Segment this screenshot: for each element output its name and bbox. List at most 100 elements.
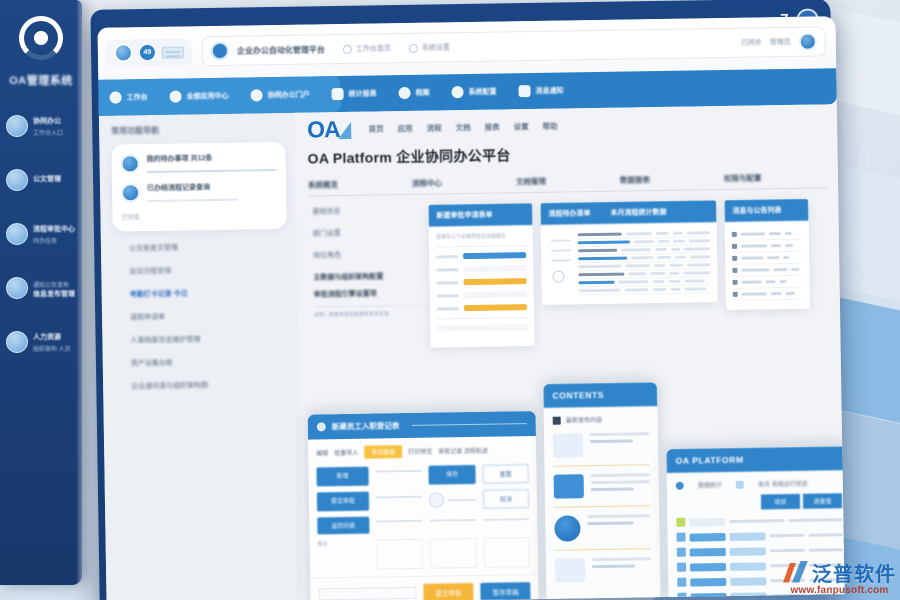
grid-header-cell: 进度值 [802, 493, 843, 509]
toolbar-tab-1[interactable]: 系统设置 [408, 42, 450, 53]
contents-item[interactable] [553, 432, 650, 467]
dialog-tool[interactable]: 批量导入 [334, 450, 359, 458]
tab-0[interactable]: 系统概览 [307, 180, 339, 190]
dialog-avatar-cell [429, 490, 476, 510]
nav-item-2[interactable]: 协同办公门户 [239, 88, 320, 102]
dialog-tool[interactable]: 打印预览 [408, 449, 433, 457]
blue-thumb-icon [553, 474, 585, 499]
nav-item-6[interactable]: 消息通知 [507, 84, 574, 98]
notification-icon[interactable]: 49 [139, 44, 156, 61]
dialog-secondary-button[interactable]: 暂存草稿 [480, 582, 531, 600]
sidebar-item-0[interactable]: 协同办公 工作台入口 [0, 106, 82, 146]
left-panel-link[interactable]: 资产设备台账 [130, 359, 173, 368]
watermark-url: www.fanpusoft.com [790, 585, 889, 596]
toolbar-tab-0[interactable]: 工作台首页 [342, 43, 391, 54]
dialog-textarea[interactable] [376, 538, 424, 570]
list-item[interactable] [731, 239, 803, 253]
form-row[interactable] [437, 324, 528, 332]
watermark-brand: 泛普软件 [812, 564, 896, 586]
sidebar-item-3[interactable]: 通知公告发布 信息发布管理 [0, 268, 82, 308]
left-panel-link[interactable]: 公文收发文管理 [128, 244, 179, 253]
brand-nav-item[interactable]: 帮助 [542, 121, 558, 131]
quick-access-sub: 已完成 [121, 215, 140, 222]
tab-2[interactable]: 文档管理 [515, 176, 547, 187]
nav-item-5[interactable]: 系统配置 [440, 85, 507, 99]
dialog-textarea[interactable] [483, 537, 531, 568]
left-panel-link[interactable]: 请假申请单 [130, 313, 166, 322]
contents-card-tag: 最新发布内容 [552, 414, 649, 425]
dialog-field[interactable] [376, 516, 423, 534]
form-row[interactable] [436, 265, 527, 273]
form-row[interactable] [436, 304, 527, 312]
sidebar-item-4[interactable]: 人力资源 组织架构 人员 [0, 322, 82, 362]
nav-item-3[interactable]: 统计报表 [320, 87, 387, 101]
dialog-button-reset[interactable]: 重置 [482, 464, 529, 484]
form-row[interactable] [436, 291, 527, 299]
form-row[interactable] [436, 252, 527, 260]
dialog-field[interactable] [375, 491, 423, 511]
list-item[interactable] [732, 251, 803, 265]
dialog-tool[interactable]: 审批记录 流程轨迹 [438, 448, 488, 456]
brand-nav-item[interactable]: 报表 [484, 122, 500, 132]
contents-item[interactable] [553, 473, 651, 508]
dialog-icon [316, 422, 326, 432]
user-avatar-icon[interactable] [798, 32, 817, 51]
user-icon [6, 331, 28, 353]
app-icon[interactable] [113, 43, 134, 63]
brand-nav-item[interactable]: 设置 [513, 122, 529, 132]
radio-icon [342, 44, 352, 54]
list-item[interactable] [731, 227, 802, 241]
left-panel-link[interactable]: 会议日程安排 [129, 267, 172, 276]
nav-item-4[interactable]: 档案 [387, 86, 440, 100]
dialog-button-submit[interactable]: 提交审批 [316, 491, 370, 512]
dialog-field[interactable] [429, 515, 477, 533]
quick-access-row[interactable]: 我的待办事项 共12条 [120, 152, 277, 174]
dialog-field[interactable] [375, 466, 422, 486]
dialog-comment-input[interactable] [318, 586, 417, 600]
left-panel-link[interactable]: 企业通讯录与组织架构图 [131, 382, 209, 391]
list-item[interactable] [732, 263, 803, 277]
contents-item[interactable] [555, 557, 652, 591]
form-row[interactable] [436, 278, 527, 286]
left-panel-link-active[interactable]: 考勤打卡记录 今日 [129, 290, 188, 299]
status-circle-icon [552, 270, 565, 283]
sidebar-item-1[interactable]: 公文管理 [0, 160, 82, 200]
table-card-header-left: 流程待办清单 [548, 210, 591, 218]
nav-item-label: 档案 [415, 89, 430, 97]
dialog-button-save[interactable]: 保存 [428, 464, 476, 485]
nav-item-1[interactable]: 全部应用中心 [159, 90, 240, 103]
sidebar-item-2[interactable]: 流程审批中心 待办任务 [0, 214, 82, 254]
dialog-textarea[interactable] [429, 537, 477, 569]
table-card: 流程待办清单 本月流程统计数据 [540, 200, 718, 305]
dialog-title: 新建员工入职登记表 [331, 421, 400, 432]
dialog-tool-highlight[interactable]: 导出数据 [364, 445, 403, 459]
contents-item[interactable] [554, 514, 652, 551]
text-line: 基础信息 [312, 208, 341, 216]
tab-4[interactable]: 权限与配置 [723, 173, 762, 184]
card-icon[interactable] [161, 45, 184, 59]
list-item[interactable] [732, 275, 803, 289]
circle-thumb-icon [554, 515, 581, 542]
table-sidebar [548, 231, 575, 291]
dialog-tool[interactable]: 编辑 [316, 451, 329, 458]
dialog-button-return[interactable]: 返回列表 [317, 516, 370, 535]
tab-3[interactable]: 数据报表 [619, 175, 651, 185]
text-bold-line: 主数据与组织架构配置 [313, 273, 384, 282]
nav-item-0[interactable]: 工作台 [99, 91, 159, 104]
table-row[interactable] [578, 285, 711, 296]
quick-access-row[interactable]: 已办结流程记录查询 [120, 181, 277, 203]
dialog-primary-button[interactable]: 提交审批 [423, 582, 474, 600]
address-bar[interactable]: 企业办公自动化管理平台 工作台首页 系统设置 已同步 管理员 [201, 26, 827, 67]
dialog-button-cancel[interactable]: 取消 [482, 489, 530, 509]
dialog-field[interactable] [483, 514, 530, 532]
brand-nav-item[interactable]: 文档 [455, 122, 471, 133]
brand-nav-item[interactable]: 应用 [397, 123, 413, 134]
left-panel-link[interactable]: 人事档案信息维护管理 [130, 336, 201, 345]
dialog-footer: 提交审批 暂存草稿 [310, 573, 539, 600]
dialog-button-add[interactable]: 新增 [316, 466, 369, 487]
brand-nav-item[interactable]: 流程 [426, 123, 442, 133]
list-item[interactable] [732, 287, 803, 301]
brand-nav-item[interactable]: 首页 [368, 124, 384, 134]
tab-1[interactable]: 流程中心 [411, 178, 443, 188]
address-title: 企业办公自动化管理平台 [236, 44, 325, 56]
